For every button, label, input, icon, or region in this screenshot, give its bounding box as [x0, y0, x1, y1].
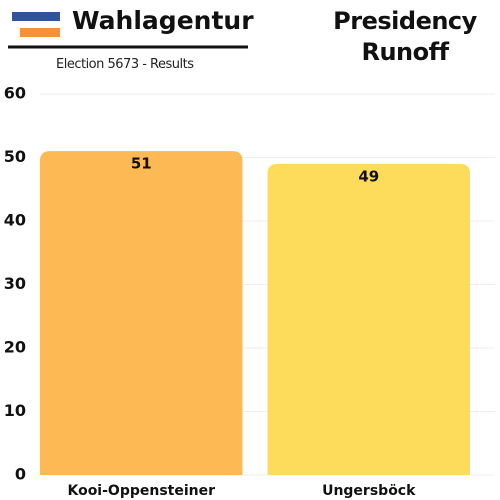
chart-title: Presidency Runoff: [333, 7, 477, 66]
y-tick-label: 30: [4, 274, 26, 293]
brand: Wahlagentur: [72, 6, 254, 35]
value-label: 49: [358, 167, 379, 185]
logo-stripe: [12, 12, 60, 21]
bar: [267, 163, 470, 475]
x-tick-label: Ungersböck: [322, 483, 416, 499]
y-tick-label: 60: [4, 84, 26, 103]
y-tick-label: 20: [4, 338, 26, 357]
bar: [40, 151, 243, 475]
logo-stripe: [20, 28, 60, 37]
x-tick-label: Kooi-Oppensteiner: [67, 483, 215, 499]
y-tick-label: 50: [4, 147, 26, 166]
value-label: 51: [131, 155, 152, 173]
y-tick-label: 40: [4, 211, 26, 230]
y-tick-label: 0: [15, 465, 26, 484]
y-tick-label: 10: [4, 401, 26, 420]
subtitle: Election 5673 - Results: [56, 57, 194, 72]
